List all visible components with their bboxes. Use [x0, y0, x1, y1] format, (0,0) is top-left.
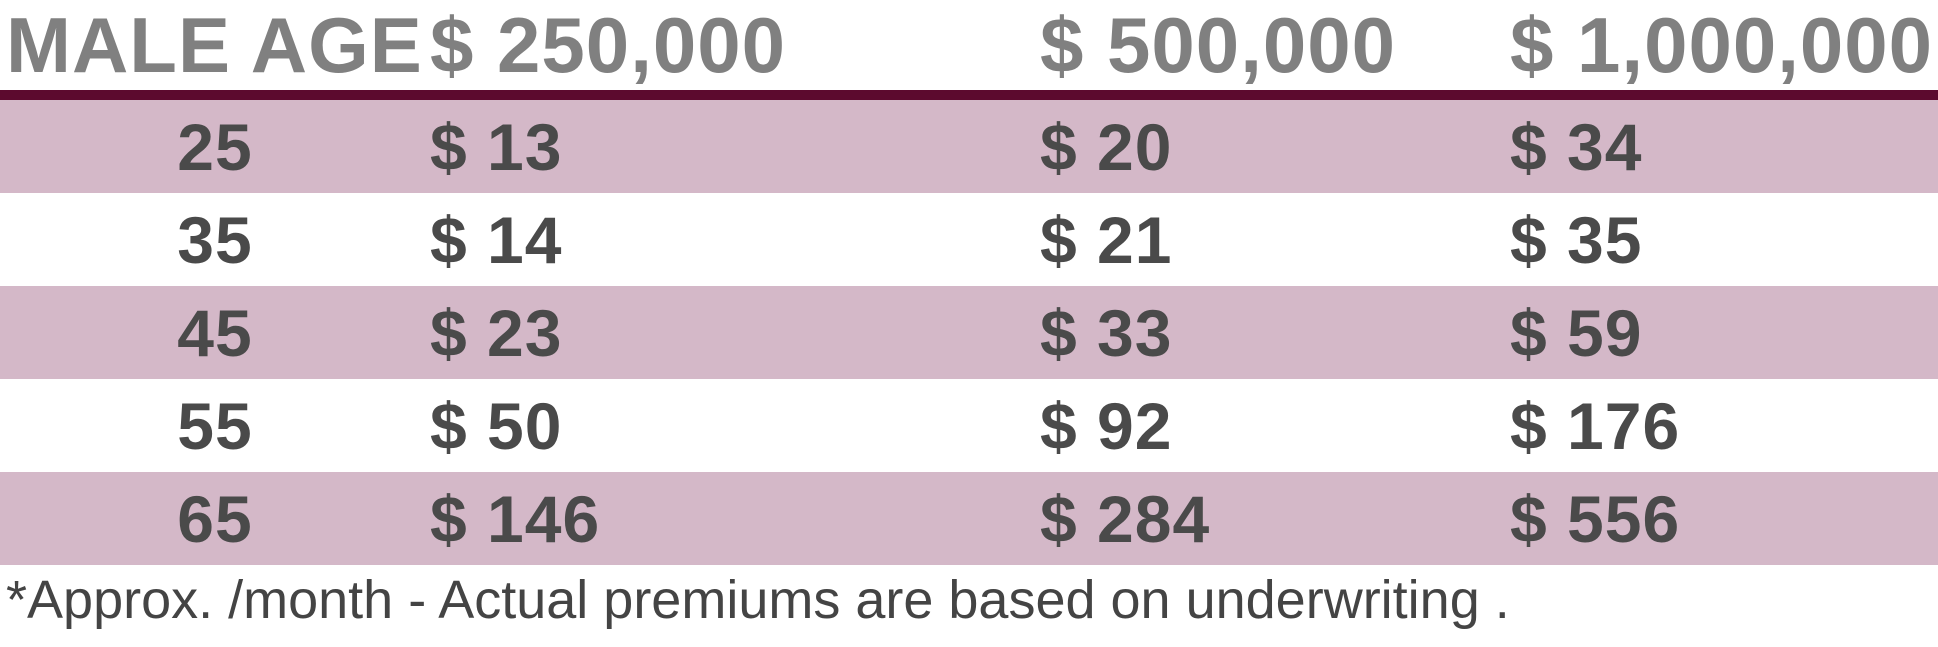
premium-table: Male Age $ 250,000 $ 500,000 $ 1,000,000…	[0, 0, 1938, 565]
table-header-row: Male Age $ 250,000 $ 500,000 $ 1,000,000	[0, 0, 1938, 100]
table-row: 25 $ 13 $ 20 $ 34	[0, 100, 1938, 193]
col-header-tier-1: $ 250,000	[430, 0, 1040, 91]
amount-cell: $ 33	[1040, 295, 1510, 371]
age-cell: 65	[0, 481, 430, 557]
col-header-tier-3: $ 1,000,000	[1510, 0, 1938, 91]
col-header-age: Male Age	[0, 0, 430, 91]
amount-cell: $ 21	[1040, 202, 1510, 278]
table-row: 55 $ 50 $ 92 $ 176	[0, 379, 1938, 472]
col-header-tier-2: $ 500,000	[1040, 0, 1510, 91]
age-cell: 35	[0, 202, 430, 278]
table-row: 65 $ 146 $ 284 $ 556	[0, 472, 1938, 565]
age-cell: 55	[0, 388, 430, 464]
amount-cell: $ 92	[1040, 388, 1510, 464]
footnote-text: *Approx. /month - Actual premiums are ba…	[0, 565, 1938, 631]
age-cell: 25	[0, 109, 430, 185]
amount-cell: $ 13	[430, 109, 1040, 185]
amount-cell: $ 14	[430, 202, 1040, 278]
amount-cell: $ 20	[1040, 109, 1510, 185]
amount-cell: $ 34	[1510, 109, 1938, 185]
amount-cell: $ 556	[1510, 481, 1938, 557]
amount-cell: $ 23	[430, 295, 1040, 371]
age-cell: 45	[0, 295, 430, 371]
amount-cell: $ 176	[1510, 388, 1938, 464]
table-row: 45 $ 23 $ 33 $ 59	[0, 286, 1938, 379]
amount-cell: $ 50	[430, 388, 1040, 464]
amount-cell: $ 59	[1510, 295, 1938, 371]
amount-cell: $ 146	[430, 481, 1040, 557]
table-row: 35 $ 14 $ 21 $ 35	[0, 193, 1938, 286]
amount-cell: $ 284	[1040, 481, 1510, 557]
amount-cell: $ 35	[1510, 202, 1938, 278]
